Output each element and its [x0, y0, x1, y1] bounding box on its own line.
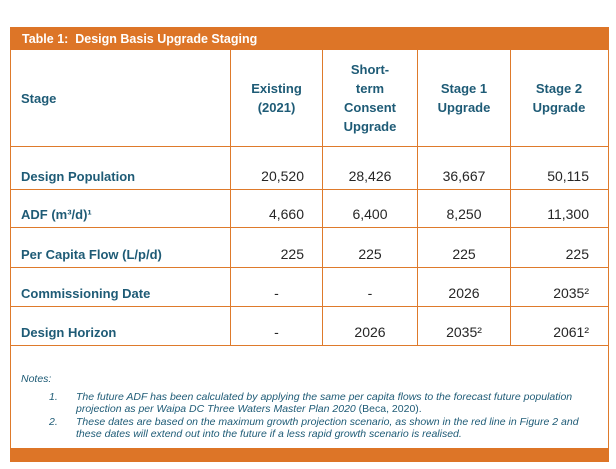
note-text-italic: The future ADF has been calculated by ap…	[76, 390, 573, 416]
cell-value: 2026	[323, 307, 418, 345]
cell-value: 8,250	[418, 190, 511, 227]
cell-value: -	[231, 268, 323, 306]
row-label: Design Horizon	[11, 307, 231, 345]
cell-value: 36,667	[418, 147, 511, 189]
cell-value: 2026	[418, 268, 511, 306]
row-label: Per Capita Flow (L/p/d)	[11, 228, 231, 267]
table-row: Commissioning Date - -2026 2035²	[11, 268, 608, 307]
table-title-bar: Table 1: Design Basis Upgrade Staging	[10, 27, 609, 50]
cell-value: -	[231, 307, 323, 345]
cell-value: -	[323, 268, 418, 306]
table-row: Design Population 20,520 28,426 36,667 50,11…	[11, 147, 608, 190]
row-label: Design Population	[11, 147, 231, 189]
cell-value: 225	[418, 228, 511, 267]
cell-value: 2035²	[553, 285, 589, 301]
cell-value: 50,115	[547, 168, 589, 184]
table-row: Per Capita Flow (L/p/d) 225 225 225 225	[11, 228, 608, 268]
cell-value: 6,400	[323, 190, 418, 227]
cell-value: 4,660	[231, 190, 323, 227]
cell-value: 11,300	[547, 206, 589, 222]
cell-value: 20,520	[231, 147, 323, 189]
cell-value: 2061²	[553, 324, 589, 340]
col-header-stage2-upgrade: Stage 2 Upgrade	[532, 81, 586, 115]
cell-value: 225	[231, 228, 323, 267]
row-label: ADF (m³/d)¹	[11, 190, 231, 227]
table-rows: Design Population 20,520 28,426 36,667 50,11…	[11, 147, 608, 346]
col-header-stage1-upgrade: Stage 1 Upgrade	[418, 50, 511, 146]
table-row: ADF (m³/d)¹ 4,660 6,400 8,250 11,300	[11, 190, 608, 228]
note-text-italic: These dates are based on the maximum gro…	[76, 415, 579, 441]
bottom-orange-bar	[10, 448, 609, 462]
col-header-existing: Existing (2021)	[231, 50, 323, 146]
notes-heading: Notes:	[21, 373, 52, 385]
cell-value: 225	[565, 246, 589, 262]
note-number: 2.	[49, 415, 58, 428]
cell-value: 28,426	[323, 147, 418, 189]
col-header-stage: Stage	[11, 50, 231, 146]
col-header-short-term-consent: Short- term Consent Upgrade	[323, 50, 418, 146]
notes-section: Notes: 1. The future ADF has been calcul…	[11, 346, 608, 448]
cell-value: 2035²	[418, 307, 511, 345]
table-header-row: Stage Existing (2021) Short- term Consen…	[11, 50, 608, 147]
table-body: Stage Existing (2021) Short- term Consen…	[10, 50, 609, 448]
note-item: 2. These dates are based on the maximum …	[21, 416, 594, 441]
cell-value: 225	[323, 228, 418, 267]
note-item: 1. The future ADF has been calculated by…	[21, 391, 594, 416]
note-text: The future ADF has been calculated by ap…	[76, 391, 594, 416]
row-label: Commissioning Date	[11, 268, 231, 306]
table-title: Table 1: Design Basis Upgrade Staging	[22, 31, 258, 46]
note-text-roman: (Beca, 2020).	[358, 403, 422, 415]
note-text: These dates are based on the maximum gro…	[76, 416, 594, 441]
table-frame: Table 1: Design Basis Upgrade Staging St…	[10, 27, 609, 462]
table-row: Design Horizon -2026 2035² 2061²	[11, 307, 608, 346]
note-number: 1.	[49, 390, 58, 403]
